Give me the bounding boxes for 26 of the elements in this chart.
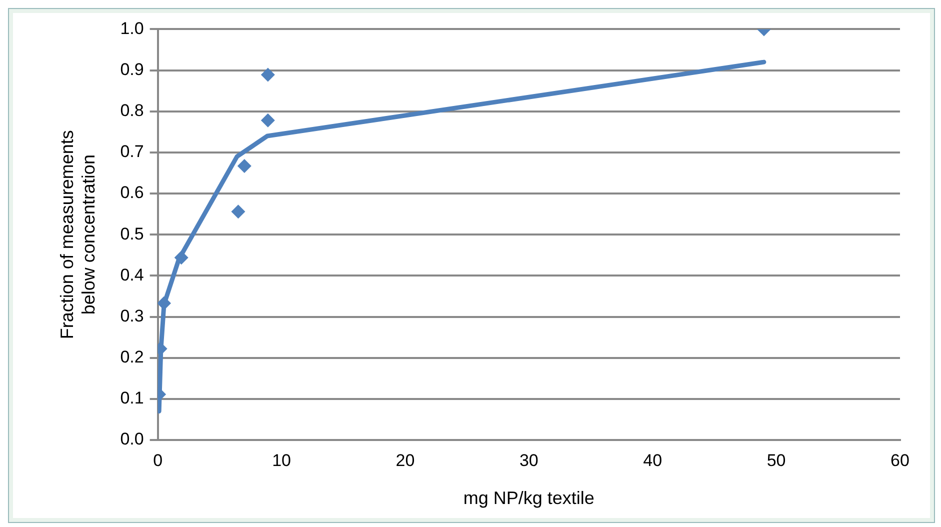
y-tick-label: 0.8 — [120, 101, 144, 120]
y-tick-label: 0.3 — [120, 306, 144, 326]
y-tick-label: 0.5 — [120, 224, 144, 244]
y-tick-label: 0.0 — [120, 430, 144, 449]
point — [260, 113, 275, 128]
x-axis-title: mg NP/kg textile — [463, 488, 594, 508]
x-tick-label: 0 — [153, 450, 163, 470]
x-tick-label: 20 — [396, 450, 415, 470]
x-tick-label: 40 — [643, 450, 662, 470]
y-tick-label: 0.2 — [120, 348, 144, 367]
point — [237, 158, 252, 173]
y-tick-label: 0.6 — [120, 183, 144, 202]
x-tick-label: 60 — [890, 450, 910, 470]
y-axis-title: Fraction of measurements below concentration — [56, 130, 98, 340]
y-tick-label: 0.7 — [120, 142, 144, 162]
y-tick-label: 0.4 — [120, 265, 144, 284]
point — [260, 68, 275, 82]
point — [158, 296, 172, 310]
y-tick-label: 0.9 — [120, 60, 144, 79]
point — [231, 204, 246, 219]
y-tick-label: 0.1 — [120, 388, 144, 408]
x-tick-label: 50 — [766, 450, 786, 470]
x-tick-label: 30 — [519, 450, 538, 470]
point — [174, 250, 188, 265]
y-tick-label: 1.0 — [120, 18, 144, 38]
x-tick-label: 10 — [272, 450, 291, 470]
